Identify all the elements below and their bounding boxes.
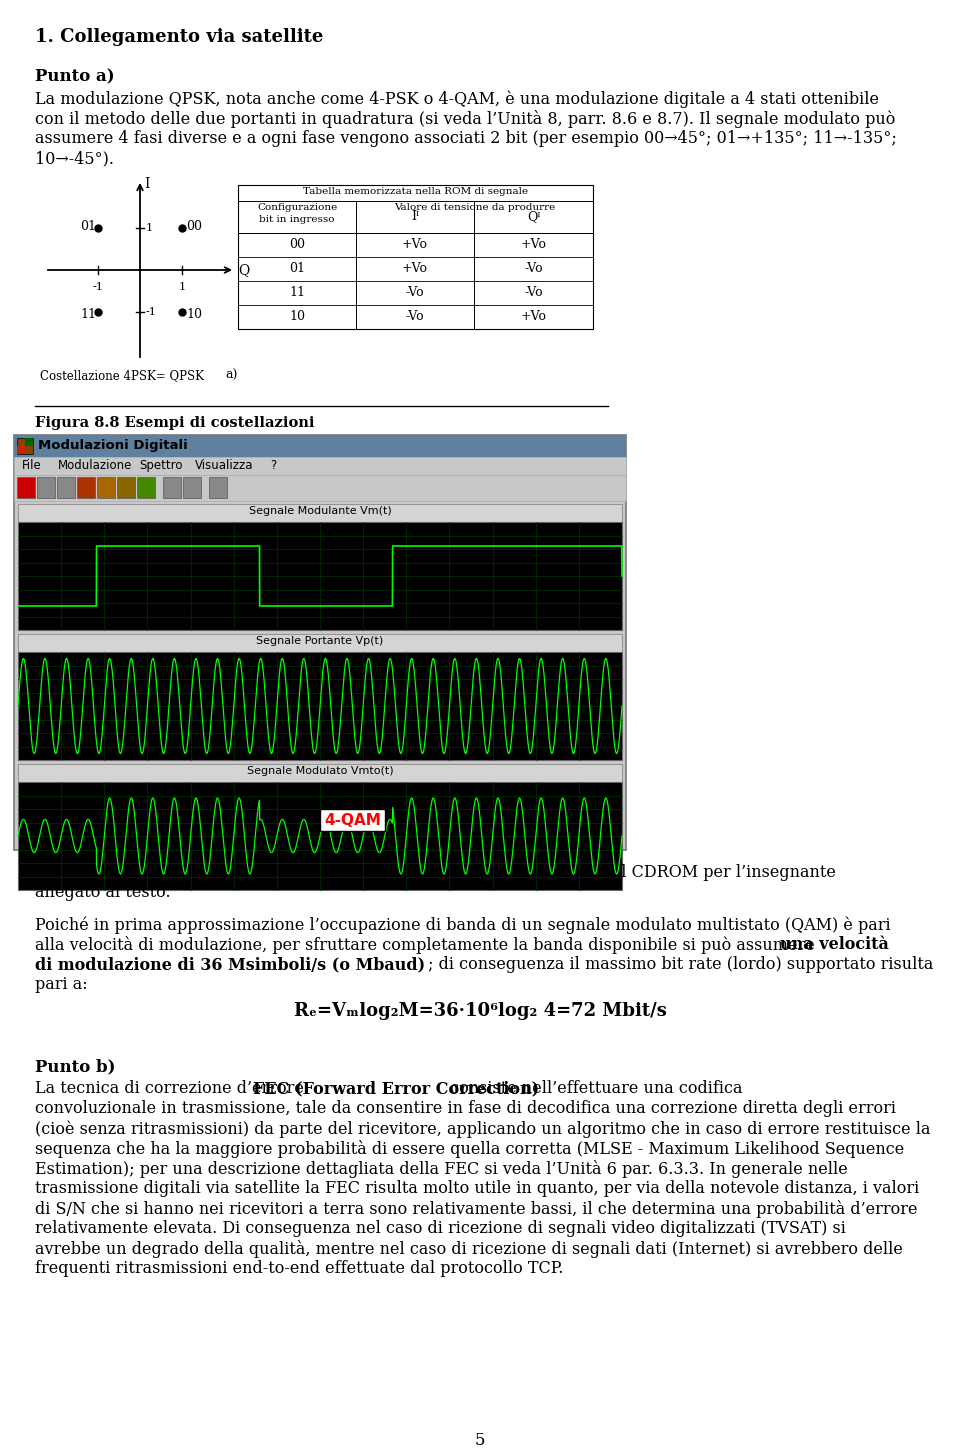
Text: convoluzionale in trasmissione, tale da consentire in fase di decodifica una cor: convoluzionale in trasmissione, tale da … [35,1100,896,1117]
Text: sequenza che ha la maggiore probabilità di essere quella corretta (MLSE - Maximu: sequenza che ha la maggiore probabilità … [35,1140,904,1158]
Bar [14,435,626,457]
Text: di modulazione di 36 Msimboli/s (o Mbaud): di modulazione di 36 Msimboli/s (o Mbaud… [35,956,425,974]
Bar [18,782,622,889]
Text: Estimation); per una descrizione dettagliata della FEC si veda l’Unità 6 par. 6.: Estimation); per una descrizione dettagl… [35,1159,848,1178]
Text: Qᴵ: Qᴵ [527,210,540,223]
Bar [18,765,622,782]
Text: Configurazione
bit in ingresso: Configurazione bit in ingresso [257,203,337,223]
Text: -Vo: -Vo [524,286,542,299]
Bar [18,634,622,651]
Bar [37,477,55,498]
Text: Figura 8.8 Esempi di costellazioni: Figura 8.8 Esempi di costellazioni [35,416,315,429]
Bar [17,477,35,498]
Text: (cioè senza ritrasmissioni) da parte del ricevitore, applicando un algoritmo che: (cioè senza ritrasmissioni) da parte del… [35,1120,930,1138]
Bar [18,651,622,760]
Text: Costellazione 4PSK= QPSK: Costellazione 4PSK= QPSK [40,369,204,382]
Text: Punto a): Punto a) [35,68,114,86]
Text: -Vo: -Vo [406,286,424,299]
Bar [238,184,593,329]
Text: Modulazione: Modulazione [58,459,132,472]
Text: -1: -1 [146,308,156,316]
Text: 4-QAM: 4-QAM [324,813,381,829]
Text: alla velocità di modulazione, per sfruttare completamente la banda disponibile s: alla velocità di modulazione, per sfrutt… [35,936,820,953]
Text: avrebbe un degrado della qualità, mentre nel caso di ricezione di segnali dati (: avrebbe un degrado della qualità, mentre… [35,1241,902,1258]
Bar [18,503,622,522]
Text: a): a) [225,369,237,382]
Text: Segnale Portante Vp(t): Segnale Portante Vp(t) [256,636,384,646]
Text: Rₑ=Vₘlog₂M=36·10⁶log₂ 4=72 Mbit/s: Rₑ=Vₘlog₂M=36·10⁶log₂ 4=72 Mbit/s [294,1003,666,1020]
Bar [209,477,227,498]
Bar [117,477,135,498]
Text: frequenti ritrasmissioni end-to-end effettuate dal protocollo TCP.: frequenti ritrasmissioni end-to-end effe… [35,1259,564,1277]
Text: Segnale Modulante Vm(t): Segnale Modulante Vm(t) [249,506,392,517]
Text: una velocità: una velocità [780,936,889,953]
Text: La modulazione QPSK, nota anche come 4-PSK o 4-QAM, è una modulazione digitale a: La modulazione QPSK, nota anche come 4-P… [35,90,879,107]
Bar [57,477,75,498]
Text: assumere 4 fasi diverse e a ogni fase vengono associati 2 bit (per esempio 00→45: assumere 4 fasi diverse e a ogni fase ve… [35,131,897,147]
Text: Modulazioni Digitali: Modulazioni Digitali [38,440,188,453]
Bar [17,445,25,454]
Text: 10: 10 [289,311,305,324]
Text: +Vo: +Vo [520,238,546,251]
Text: -1: -1 [92,281,104,292]
Text: 1: 1 [179,281,185,292]
Text: 00: 00 [186,219,202,232]
Text: La tecnica di correzione d’errore: La tecnica di correzione d’errore [35,1080,309,1097]
Bar [163,477,181,498]
Bar [183,477,201,498]
Text: ?: ? [270,459,276,472]
Text: allegato al testo.: allegato al testo. [35,884,171,901]
Text: 01: 01 [80,219,96,232]
Text: +Vo: +Vo [520,311,546,324]
Text: +Vo: +Vo [402,263,428,276]
Text: -Vo: -Vo [524,263,542,276]
Bar [18,522,622,630]
Text: Modulazione 4-QAM simulata con il programma MODIGIT contenuto nel CDROM per l’in: Modulazione 4-QAM simulata con il progra… [35,863,836,881]
Text: 11: 11 [289,286,305,299]
Text: 11: 11 [80,308,96,321]
Text: 5: 5 [475,1432,485,1450]
Text: Tabella memorizzata nella ROM di segnale: Tabella memorizzata nella ROM di segnale [303,187,528,196]
Bar [320,810,385,831]
Bar [77,477,95,498]
Text: con il metodo delle due portanti in quadratura (si veda l’Unità 8, parr. 8.6 e 8: con il metodo delle due portanti in quad… [35,110,896,128]
Text: Segnale Modulato Vmto(t): Segnale Modulato Vmto(t) [247,766,394,776]
Text: 1. Collegamento via satellite: 1. Collegamento via satellite [35,28,324,46]
Bar [137,477,155,498]
Text: Spettro: Spettro [139,459,183,472]
Text: 1: 1 [146,223,154,234]
Bar [17,438,33,454]
Text: ; di conseguenza il massimo bit rate (lordo) supportato risulta: ; di conseguenza il massimo bit rate (lo… [428,956,933,974]
Bar [25,438,33,445]
Text: relativamente elevata. Di conseguenza nel caso di ricezione di segnali video dig: relativamente elevata. Di conseguenza ne… [35,1220,846,1238]
Bar [14,435,626,850]
Text: Visualizza: Visualizza [195,459,253,472]
Text: 10→-45°).: 10→-45°). [35,149,114,167]
Text: di S/N che si hanno nei ricevitori a terra sono relativamente bassi, il che dete: di S/N che si hanno nei ricevitori a ter… [35,1200,918,1217]
Text: Valore di tensione da produrre: Valore di tensione da produrre [394,203,555,212]
Text: 00: 00 [289,238,305,251]
Bar [14,457,626,474]
Text: -Vo: -Vo [406,311,424,324]
Text: trasmissione digitali via satellite la FEC risulta molto utile in quanto, per vi: trasmissione digitali via satellite la F… [35,1180,920,1197]
Bar [14,474,626,501]
Text: consiste nell’effettuare una codifica: consiste nell’effettuare una codifica [444,1080,742,1097]
Text: Punto b): Punto b) [35,1058,115,1075]
Text: FEC (Forward Error Correction): FEC (Forward Error Correction) [252,1080,539,1097]
Text: pari a:: pari a: [35,977,87,992]
Text: Poiché in prima approssimazione l’occupazione di banda di un segnale modulato mu: Poiché in prima approssimazione l’occupa… [35,916,891,933]
Text: Q: Q [238,263,250,277]
Text: I: I [144,177,150,192]
Bar [97,477,115,498]
Text: +Vo: +Vo [402,238,428,251]
Text: 01: 01 [289,263,305,276]
Text: File: File [22,459,41,472]
Text: Iᴵ: Iᴵ [411,210,420,223]
Text: 10: 10 [186,308,202,321]
